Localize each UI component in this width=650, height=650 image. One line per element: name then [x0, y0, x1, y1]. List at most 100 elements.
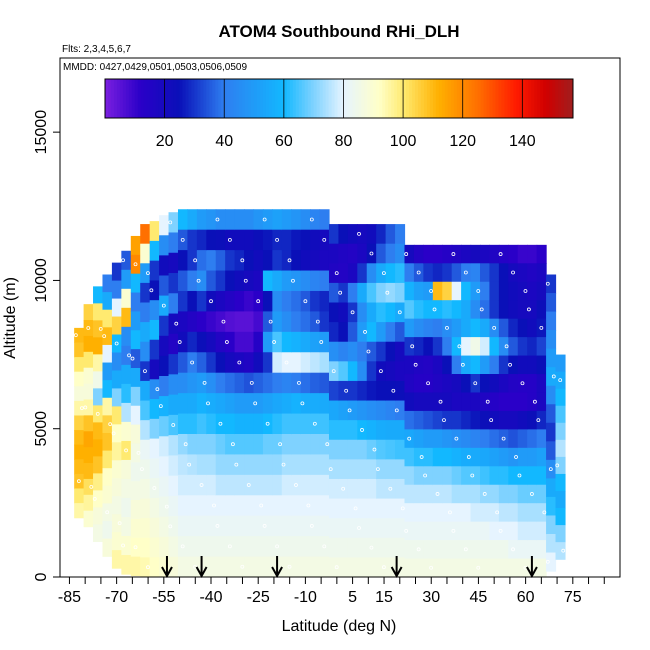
- colorbar-swatch: [298, 79, 303, 118]
- observation-dot: [309, 217, 314, 222]
- heatmap-cells: [74, 209, 566, 577]
- heatmap-cell: [461, 447, 472, 467]
- heatmap-cell: [93, 405, 104, 423]
- colorbar-swatch: [519, 79, 523, 118]
- heatmap-cell: [159, 255, 170, 277]
- heatmap-cell: [489, 374, 500, 394]
- heatmap-cell: [111, 280, 122, 300]
- heatmap-cell: [432, 484, 443, 504]
- heatmap-cell: [517, 558, 528, 577]
- heatmap-cell: [187, 515, 198, 537]
- heatmap-cell: [168, 475, 179, 497]
- colorbar-swatch: [531, 79, 535, 118]
- heatmap-cell: [366, 498, 377, 519]
- heatmap-cell: [83, 478, 94, 496]
- heatmap-cell: [470, 281, 481, 301]
- observation-dot: [89, 484, 94, 489]
- heatmap-cell: [300, 433, 311, 456]
- heatmap-cell: [281, 454, 292, 476]
- heatmap-cell: [300, 209, 311, 231]
- heatmap-cell: [442, 281, 453, 301]
- heatmap-cell: [319, 270, 330, 292]
- heatmap-cell: [111, 334, 122, 354]
- observation-dot: [171, 423, 176, 427]
- heatmap-cell: [159, 416, 170, 437]
- heatmap-cell: [508, 429, 519, 449]
- observation-dot: [385, 290, 390, 295]
- observation-dot: [155, 387, 160, 392]
- heatmap-cell: [395, 400, 406, 421]
- heatmap-cell: [395, 459, 406, 480]
- heatmap-cell: [480, 281, 491, 301]
- colorbar-swatch: [140, 79, 145, 118]
- observation-dot: [275, 544, 279, 549]
- heatmap-cell: [536, 318, 547, 338]
- heatmap-cell: [196, 311, 207, 333]
- heatmap-cell: [196, 331, 207, 353]
- colorbar-swatch: [340, 79, 344, 118]
- heatmap-cell: [347, 322, 358, 343]
- heatmap-cell: [300, 413, 311, 435]
- heatmap-cell: [177, 209, 189, 231]
- heatmap-cell: [546, 515, 557, 535]
- heatmap-cell: [461, 466, 472, 486]
- heatmap-cell: [234, 229, 245, 251]
- heatmap-cell: [234, 515, 245, 537]
- heatmap-cell: [177, 556, 189, 577]
- heatmap-cell: [102, 521, 113, 540]
- heatmap-cell: [319, 454, 330, 476]
- heatmap-cell: [140, 263, 151, 284]
- heatmap-cell: [93, 507, 104, 525]
- observation-dot: [164, 504, 169, 509]
- heatmap-cell: [102, 468, 113, 487]
- observation-dot: [369, 545, 374, 550]
- heatmap-cell: [253, 270, 264, 292]
- heatmap-cell: [489, 410, 500, 430]
- heatmap-cell: [168, 435, 179, 457]
- heatmap-cell: [168, 273, 179, 294]
- heatmap-cell: [489, 558, 500, 577]
- colorbar-swatch: [209, 79, 213, 118]
- heatmap-cell: [489, 300, 500, 320]
- heatmap-cell: [149, 517, 160, 539]
- observation-dot: [79, 406, 84, 411]
- observation-dot: [357, 526, 361, 530]
- heatmap-cell: [159, 335, 170, 357]
- heatmap-cell: [225, 250, 236, 272]
- colorbar-swatch: [361, 79, 365, 118]
- observation-dot: [190, 360, 195, 365]
- heatmap-cell: [177, 536, 189, 558]
- heatmap-cell: [328, 282, 340, 304]
- heatmap-cell: [74, 357, 85, 373]
- heatmap-cell: [253, 209, 264, 231]
- heatmap-cell: [206, 331, 217, 353]
- heatmap-cell: [93, 320, 104, 338]
- observation-dot: [114, 341, 119, 346]
- heatmap-cell: [206, 250, 217, 272]
- heatmap-cell: [177, 372, 189, 394]
- flights-note: Flts: 2,3,4,5,6,7: [62, 44, 131, 55]
- colorbar-swatch: [376, 79, 380, 118]
- heatmap-cell: [149, 438, 160, 459]
- heatmap-cell: [423, 244, 434, 264]
- heatmap-cell: [404, 429, 415, 449]
- observation-dot: [246, 483, 251, 487]
- heatmap-cell: [508, 558, 519, 577]
- heatmap-cell: [517, 447, 528, 467]
- heatmap-cell: [244, 290, 255, 312]
- heatmap-cell: [432, 374, 443, 394]
- observation-dot: [435, 492, 440, 496]
- heatmap-cell: [74, 503, 85, 519]
- heatmap-cell: [130, 273, 141, 294]
- heatmap-cell: [225, 209, 236, 231]
- heatmap-cell: [470, 263, 481, 283]
- heatmap-cell: [206, 270, 217, 292]
- heatmap-cell: [93, 422, 104, 440]
- heatmap-cell: [376, 263, 387, 284]
- heatmap-cell: [461, 429, 472, 449]
- heatmap-cell: [121, 288, 132, 309]
- observation-dot: [108, 422, 113, 427]
- heatmap-cell: [215, 270, 226, 292]
- heatmap-cell: [83, 367, 94, 385]
- x-tick-label: 15: [375, 589, 393, 606]
